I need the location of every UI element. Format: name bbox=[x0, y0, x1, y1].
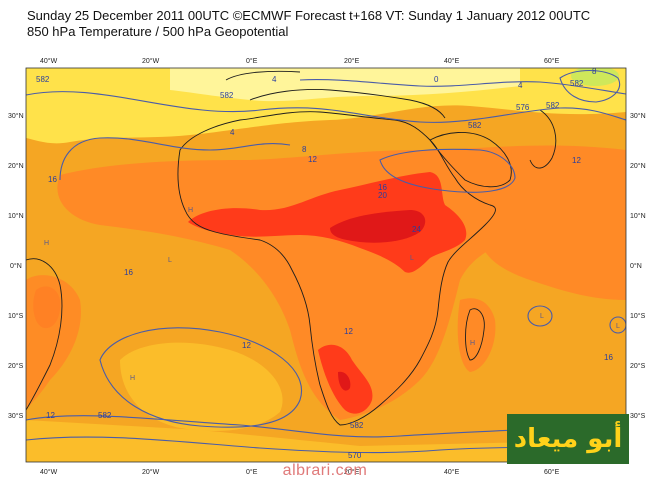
lat-label: 20°S bbox=[8, 362, 24, 370]
contour-label: 16 bbox=[378, 183, 387, 192]
watermark-site: albrari.com bbox=[282, 462, 368, 479]
contour-label: 24 bbox=[412, 225, 421, 234]
contour-label: 12 bbox=[344, 327, 353, 336]
contour-label: 12 bbox=[46, 411, 55, 420]
lat-label: 0°N bbox=[10, 262, 22, 270]
low-mark: L bbox=[616, 323, 620, 330]
lat-label: 20°N bbox=[630, 162, 646, 170]
lon-label: 40°W bbox=[40, 57, 58, 65]
contour-label: 582 bbox=[468, 121, 482, 130]
contour-label: 582 bbox=[350, 421, 364, 430]
low-mark: L bbox=[540, 313, 544, 320]
watermark-logo-text: أبو ميعاد bbox=[513, 424, 623, 454]
lat-label: 30°N bbox=[630, 112, 646, 120]
lon-label: 40°E bbox=[444, 57, 460, 65]
contour-label: 16 bbox=[124, 268, 133, 277]
lon-label: 40°W bbox=[40, 468, 58, 476]
lon-label: 20°E bbox=[344, 468, 360, 476]
plot-frame bbox=[25, 67, 627, 463]
contour-label: 12 bbox=[572, 156, 581, 165]
contour-label: 16 bbox=[604, 353, 613, 362]
contour-label: 4 bbox=[518, 81, 523, 90]
contour-label: 582 bbox=[220, 91, 234, 100]
chart-title: Sunday 25 December 2011 00UTC ©ECMWF For… bbox=[27, 8, 591, 23]
pressure-marks: H H H H L L L L bbox=[44, 207, 620, 382]
temperature-field bbox=[26, 68, 626, 462]
contour-label: 4 bbox=[230, 128, 235, 137]
contour-labels: 582 4 4 0 576 8 12 12 16 16 20 24 12 16 … bbox=[36, 67, 613, 460]
contour-label: 20 bbox=[378, 191, 387, 200]
lat-labels-right: 30°N 20°N 10°N 0°N 10°S 20°S 30°S bbox=[630, 112, 646, 420]
high-mark: H bbox=[188, 207, 193, 214]
contour-label: 8 bbox=[592, 67, 597, 76]
contour-label: 576 bbox=[516, 103, 530, 112]
lat-label: 10°S bbox=[8, 312, 24, 320]
lon-label: 60°E bbox=[544, 468, 560, 476]
lat-label: 30°N bbox=[8, 112, 24, 120]
contour-label: 582 bbox=[98, 411, 112, 420]
chart-subtitle: 850 hPa Temperature / 500 hPa Geopotenti… bbox=[27, 24, 289, 39]
watermark-logo: أبو ميعاد bbox=[507, 414, 629, 464]
lat-label: 10°N bbox=[630, 212, 646, 220]
contour-label: 16 bbox=[48, 175, 57, 184]
high-mark: H bbox=[470, 340, 475, 347]
lon-label: 60°E bbox=[544, 57, 560, 65]
lon-label: 20°E bbox=[344, 57, 360, 65]
high-mark: H bbox=[44, 240, 49, 247]
lat-label: 20°S bbox=[630, 362, 646, 370]
lat-label: 30°S bbox=[8, 412, 24, 420]
lon-label: 0°E bbox=[246, 57, 258, 65]
coastlines bbox=[26, 70, 557, 426]
lon-label: 20°W bbox=[142, 57, 160, 65]
contour-label: 582 bbox=[570, 79, 584, 88]
lon-label: 40°E bbox=[444, 468, 460, 476]
lon-label: 0°E bbox=[246, 468, 258, 476]
lat-label: 20°N bbox=[8, 162, 24, 170]
contour-label: 582 bbox=[36, 75, 50, 84]
high-mark: H bbox=[130, 375, 135, 382]
contour-label: 12 bbox=[242, 341, 251, 350]
lat-label: 10°N bbox=[8, 212, 24, 220]
contour-label: 4 bbox=[272, 75, 277, 84]
lat-label: 0°N bbox=[630, 262, 642, 270]
contour-label: 570 bbox=[348, 451, 362, 460]
lon-labels-bottom: 40°W 20°W 0°E 20°E 40°E 60°E bbox=[40, 468, 560, 476]
lon-label: 20°W bbox=[142, 468, 160, 476]
contour-label: 0 bbox=[434, 75, 439, 84]
lat-label: 10°S bbox=[630, 312, 646, 320]
low-mark: L bbox=[168, 257, 172, 264]
contour-label: 582 bbox=[546, 101, 560, 110]
low-mark: L bbox=[410, 255, 414, 262]
contour-label: 8 bbox=[302, 145, 307, 154]
contour-label: 12 bbox=[308, 155, 317, 164]
lon-labels-top: 40°W 20°W 0°E 20°E 40°E 60°E bbox=[40, 57, 560, 65]
lat-label: 30°S bbox=[630, 412, 646, 420]
lat-labels-left: 30°N 20°N 10°N 0°N 10°S 20°S 30°S bbox=[8, 112, 24, 420]
